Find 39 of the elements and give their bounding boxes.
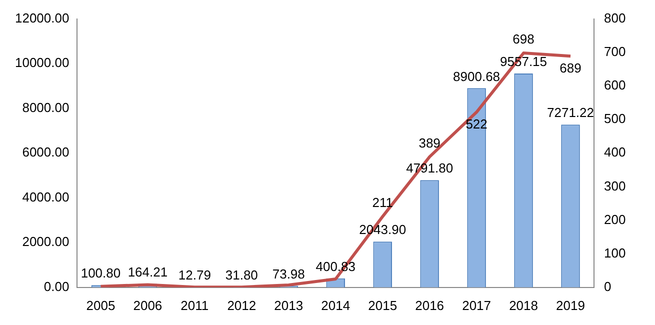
data-label: 389 [418, 135, 440, 150]
y-tick-label: 4000.00 [22, 189, 70, 204]
y2-tick-label: 200 [604, 212, 626, 227]
y-tick-label: 0.00 [44, 278, 70, 294]
x-tick-label: 2013 [274, 298, 304, 313]
x-tick-label: 2006 [133, 298, 162, 313]
data-label: 8900.68 [453, 68, 500, 84]
y-tick-label: 6000.00 [22, 144, 70, 160]
y2-tick-label: 0 [604, 278, 612, 294]
y-tick-label: 10000.00 [14, 55, 70, 70]
x-tick-label: 2014 [321, 298, 350, 313]
y2-tick-label: 400 [604, 144, 626, 160]
y-tick-label: 8000.00 [22, 100, 70, 115]
data-label: 698 [512, 32, 534, 47]
data-label: 100.80 [80, 266, 121, 281]
x-tick-label: 2015 [368, 298, 398, 313]
data-label: 73.98 [272, 266, 305, 282]
y2-tick-label: 300 [604, 178, 626, 194]
y2-tick-label: 600 [604, 78, 626, 93]
y-tick-label: 2000.00 [22, 234, 70, 250]
y2-tick-label: 500 [604, 111, 626, 126]
data-label: 7271.22 [547, 105, 594, 120]
y2-tick-label: 700 [604, 44, 626, 59]
x-tick-label: 2005 [86, 298, 116, 313]
y-tick-label: 12000.00 [14, 10, 70, 26]
x-tick-label: 2018 [509, 298, 538, 313]
x-tick-label: 2017 [462, 298, 492, 313]
data-label: 12.79 [178, 268, 211, 283]
data-label: 211 [372, 195, 393, 210]
data-label: 164.21 [128, 264, 168, 280]
y2-tick-label: 100 [604, 245, 626, 260]
data-label: 31.80 [225, 267, 258, 282]
data-label: 689 [560, 60, 582, 76]
y2-tick-label: 800 [604, 10, 626, 26]
data-label: 522 [466, 116, 488, 132]
x-tick-label: 2012 [227, 298, 256, 313]
x-tick-label: 2019 [556, 298, 585, 313]
x-tick-label: 2016 [415, 298, 444, 313]
x-tick-label: 2011 [180, 298, 209, 313]
